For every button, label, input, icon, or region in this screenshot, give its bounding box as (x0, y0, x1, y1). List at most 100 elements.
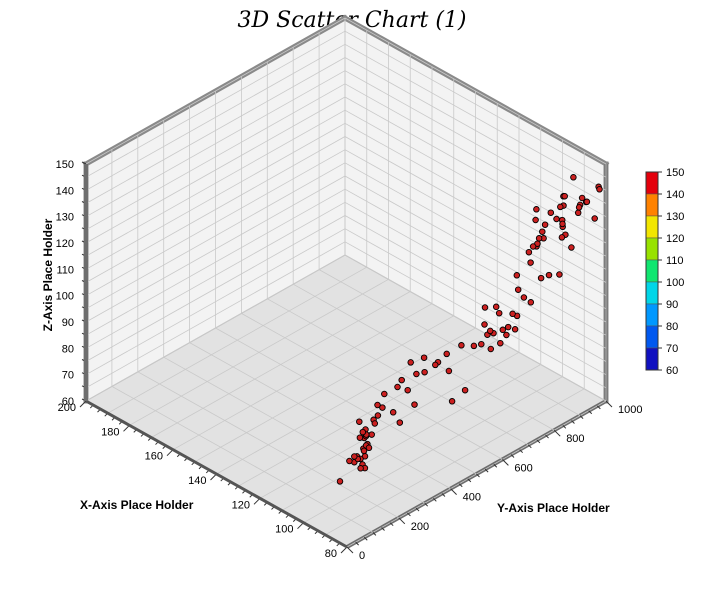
colorbar-swatch (645, 281, 659, 305)
scatter-point (371, 420, 379, 427)
colorbar-swatch (645, 325, 659, 349)
right-wall-gridline (85, 17, 346, 165)
colorbar-swatch (645, 171, 659, 195)
left-wall-gridline (344, 228, 607, 376)
floor-gridline (215, 327, 477, 475)
colorbar-swatch (645, 237, 659, 261)
x-axis-edge (85, 399, 348, 549)
z-tick-label: 110 (56, 264, 74, 276)
scatter-point (558, 234, 566, 241)
scatter-point (389, 409, 397, 416)
scatter-point (458, 342, 465, 349)
colorbar-tick-label: 70 (666, 343, 678, 355)
scatter-point (511, 326, 519, 333)
scatter-point (396, 419, 404, 426)
right-wall-gridline (85, 188, 346, 336)
scatter-point (356, 418, 363, 425)
scatter-point (365, 444, 373, 452)
scatter-point (470, 342, 478, 350)
scatter-point (346, 457, 353, 465)
z-tick-label: 100 (56, 291, 74, 303)
scatter-point (527, 299, 535, 306)
x-tick-label: 80 (325, 548, 337, 560)
right-wall-gridline (85, 136, 346, 283)
z-tick-label: 80 (62, 343, 74, 355)
colorbar-swatch (645, 193, 659, 217)
colorbar-swatch (645, 347, 659, 371)
x-axis-tick (79, 400, 87, 408)
x-tick-label: 120 (232, 499, 250, 511)
right-wall-gridline (85, 122, 346, 270)
scatter-point (357, 465, 364, 472)
scatter-point (497, 339, 504, 347)
scatter-point (529, 243, 537, 250)
scatter-point (591, 215, 598, 222)
scatter-point (499, 326, 507, 334)
colorbar-tick-label: 80 (666, 321, 678, 333)
scatter-point (553, 215, 560, 223)
scatter-point (545, 271, 553, 279)
right-wall-gridline (85, 70, 346, 218)
scatter-point (547, 209, 555, 216)
left-wall-gridline (344, 241, 607, 389)
floor-gridline (137, 371, 399, 519)
scatter-point (356, 434, 364, 441)
right-wall-gridline (85, 215, 346, 362)
right-wall-gridline (85, 57, 346, 204)
left-wall-gridline (344, 175, 607, 323)
scatter-point (492, 303, 500, 311)
floor-gridline (318, 269, 581, 416)
colorbar-tick-label: 90 (666, 299, 678, 311)
y-axis-tick (493, 463, 498, 468)
y-axis-tick (579, 415, 584, 419)
z-tick-label: 150 (56, 159, 74, 171)
chart-gridlines (85, 17, 607, 548)
scatter-point (481, 304, 489, 311)
chart-tick-labels: 80 100 120 140 160 180 200 0 200 400 600 800 1000 60 7… (56, 159, 643, 562)
scatter-point (443, 350, 450, 358)
y-axis-tick (562, 424, 567, 429)
y-axis-tick (441, 493, 446, 497)
right-wall-gridline (85, 83, 346, 231)
scatter-point (413, 370, 420, 378)
colorbar-tick-label: 140 (666, 189, 684, 201)
scatter-point (374, 401, 381, 409)
floor-gridline (267, 298, 529, 446)
scatter-point (539, 228, 546, 235)
scatter-point (525, 248, 533, 256)
scatter-point (374, 412, 382, 419)
scatter-point (420, 354, 428, 361)
y-axis-tick (545, 434, 549, 439)
right-wall-gridline (85, 201, 346, 349)
left-wall-gridline (344, 215, 607, 362)
scatter-point (487, 345, 495, 353)
z-tick-label: 140 (56, 185, 74, 197)
y-tick-label: 800 (566, 433, 584, 445)
scatter-point (445, 367, 453, 375)
y-axis-tick (484, 468, 489, 473)
scatter-point (336, 478, 344, 485)
floor-gridline (163, 356, 425, 504)
colorbar-tick-label: 150 (666, 167, 684, 179)
y-axis-tick (372, 532, 377, 536)
right-wall-gridline (85, 228, 346, 376)
scatter-point (574, 209, 582, 217)
y-axis-tick (363, 536, 368, 541)
scatter-point (504, 323, 512, 331)
right-wall-gridline (85, 109, 346, 257)
y-axis-tick (432, 497, 437, 502)
x-axis-label: X-Axis Place Holder (80, 498, 194, 512)
y-axis-tick (450, 488, 457, 495)
y-axis-tick (597, 405, 601, 410)
color-scale-legend: 150 140 130 120 110 100 90 80 70 60 (645, 167, 684, 377)
scatter-point (575, 204, 583, 211)
scatter-point (568, 244, 575, 251)
y-tick-label: 1000 (618, 404, 642, 416)
y-axis-tick (355, 541, 359, 546)
y-axis-tick (571, 420, 575, 424)
y-axis-tick (510, 454, 515, 458)
scatter-point (557, 203, 564, 211)
scatter-point (503, 331, 510, 339)
right-wall-gridline (85, 149, 346, 297)
